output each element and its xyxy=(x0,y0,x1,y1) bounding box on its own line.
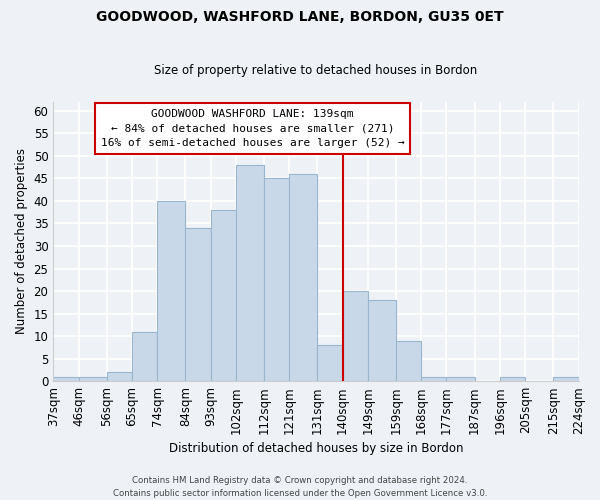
Bar xyxy=(446,376,475,381)
Bar xyxy=(396,340,421,381)
X-axis label: Distribution of detached houses by size in Bordon: Distribution of detached houses by size … xyxy=(169,442,463,455)
Bar xyxy=(132,332,157,381)
Text: Contains HM Land Registry data © Crown copyright and database right 2024.
Contai: Contains HM Land Registry data © Crown c… xyxy=(113,476,487,498)
Y-axis label: Number of detached properties: Number of detached properties xyxy=(15,148,28,334)
Title: Size of property relative to detached houses in Bordon: Size of property relative to detached ho… xyxy=(154,64,478,77)
Bar xyxy=(500,376,525,381)
Bar xyxy=(264,178,289,381)
Bar xyxy=(53,376,79,381)
Bar xyxy=(368,300,396,381)
Bar xyxy=(289,174,317,381)
Bar xyxy=(79,376,107,381)
Bar xyxy=(343,291,368,381)
Bar xyxy=(553,376,578,381)
Text: GOODWOOD WASHFORD LANE: 139sqm
← 84% of detached houses are smaller (271)
16% of: GOODWOOD WASHFORD LANE: 139sqm ← 84% of … xyxy=(101,108,404,148)
Bar xyxy=(185,228,211,381)
Bar xyxy=(236,165,264,381)
Bar xyxy=(317,345,343,381)
Bar xyxy=(211,210,236,381)
Bar xyxy=(107,372,132,381)
Bar xyxy=(157,201,185,381)
Text: GOODWOOD, WASHFORD LANE, BORDON, GU35 0ET: GOODWOOD, WASHFORD LANE, BORDON, GU35 0E… xyxy=(96,10,504,24)
Bar xyxy=(421,376,446,381)
